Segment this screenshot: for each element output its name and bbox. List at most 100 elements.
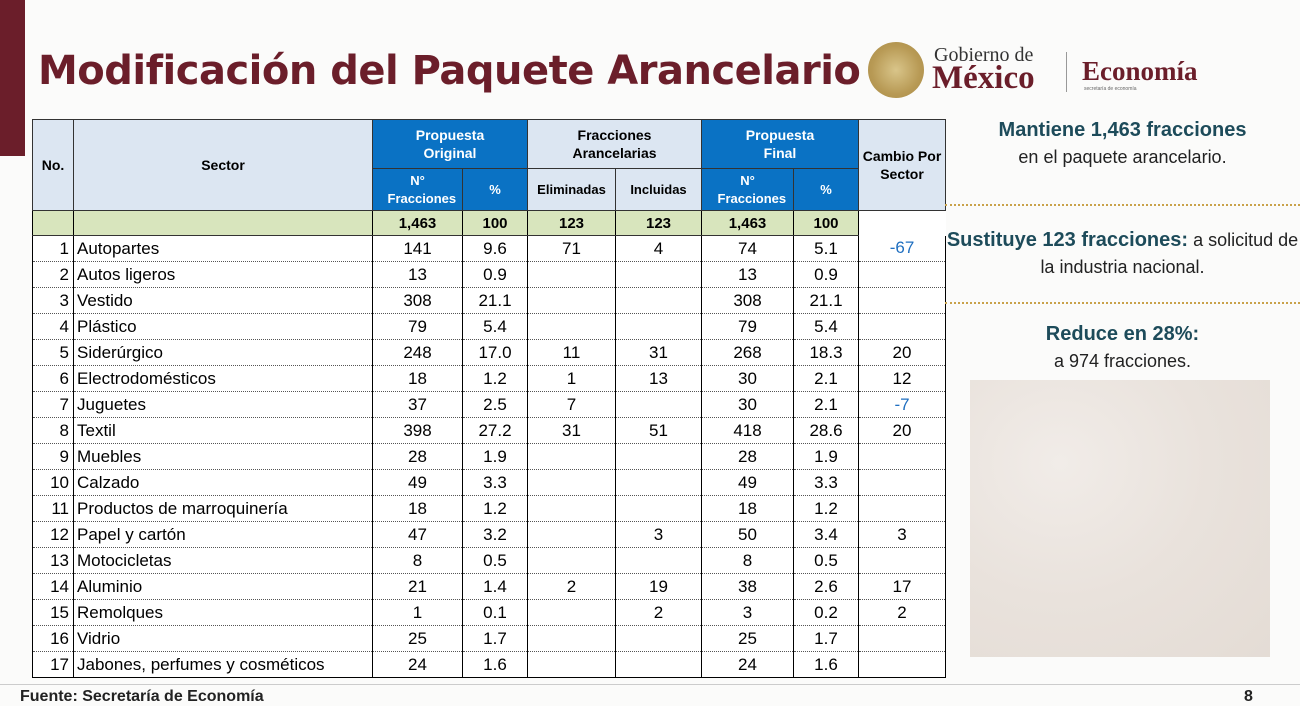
table-cell: 2.6	[793, 573, 859, 600]
table-cell: 3.4	[793, 521, 859, 548]
table-cell: 11	[527, 339, 616, 366]
table-cell: 2.1	[793, 365, 859, 392]
accent-bar	[0, 0, 25, 156]
table-row: 2 Autos ligeros 13 0.9 13 0.9	[32, 261, 946, 288]
table-cell: 268	[701, 339, 794, 366]
table-cell	[527, 443, 616, 470]
table-cell: 12	[858, 365, 946, 392]
table-cell: 19	[615, 573, 702, 600]
table-cell: 2	[858, 599, 946, 626]
table-cell	[527, 521, 616, 548]
table-cell: 1.2	[462, 495, 528, 522]
table-cell: Vestido	[73, 287, 373, 314]
table-cell: 3	[858, 521, 946, 548]
table-cell: 7	[527, 391, 616, 418]
header-cell: %	[462, 168, 528, 211]
table-row: 5 Siderúrgico 248 17.0 11 31 268 18.3 20	[32, 339, 946, 366]
table-cell	[615, 443, 702, 470]
table-cell: 308	[701, 287, 794, 314]
table-cell: 16	[32, 625, 74, 652]
table-cell: 27.2	[462, 417, 528, 444]
table-cell: 17	[858, 573, 946, 600]
logo-text: Economía	[1082, 56, 1198, 86]
table-cell: 37	[372, 391, 463, 418]
table-cell	[527, 547, 616, 574]
header-text: N° Fracciones	[717, 172, 787, 206]
table-cell: 1,463	[701, 210, 794, 236]
logo-text: Gobierno de	[934, 44, 1034, 66]
table-row: 8 Textil 398 27.2 31 51 418 28.6 20	[32, 417, 946, 444]
table-cell: 0.9	[462, 261, 528, 288]
table-cell	[73, 210, 373, 236]
table-cell: 3	[615, 521, 702, 548]
table-cell: Muebles	[73, 443, 373, 470]
header-cell: Propuesta Final	[701, 119, 859, 169]
logo: Gobierno de México Economía secretaría d…	[868, 40, 1268, 100]
table-cell	[527, 495, 616, 522]
header-text: Fracciones Arancelarias	[572, 127, 657, 161]
table-cell: 18	[372, 365, 463, 392]
table-cell: Aluminio	[73, 573, 373, 600]
table-cell: 49	[372, 469, 463, 496]
table-cell: 30	[701, 391, 794, 418]
table-row: 12 Papel y cartón 47 3.2 3 50 3.4 3	[32, 521, 946, 548]
table-cell: -7	[858, 391, 946, 418]
table-cell: 28	[701, 443, 794, 470]
table-cell: Autopartes	[73, 235, 373, 262]
source: Fuente: Secretaría de Economía	[20, 688, 264, 705]
table-cell: 100	[462, 210, 528, 236]
table-cell: 38	[701, 573, 794, 600]
table-cell: 1.6	[793, 651, 859, 678]
table-cell: Jabones, perfumes y cosméticos	[73, 651, 373, 678]
table-row: 9 Muebles 28 1.9 28 1.9	[32, 443, 946, 470]
table-cell	[615, 391, 702, 418]
table-cell	[858, 313, 946, 340]
table-cell	[858, 469, 946, 496]
table-cell: 3	[32, 287, 74, 314]
table-cell: Productos de marroquinería	[73, 495, 373, 522]
table-cell: 18	[372, 495, 463, 522]
table-cell	[858, 625, 946, 652]
table-cell	[615, 547, 702, 574]
table-row: 7 Juguetes 37 2.5 7 30 2.1 -7	[32, 391, 946, 418]
table-cell: 123	[615, 210, 702, 236]
divider	[945, 204, 1300, 206]
table-cell: 0.2	[793, 599, 859, 626]
divider	[945, 302, 1300, 304]
table-cell: 50	[701, 521, 794, 548]
table-cell: 49	[701, 469, 794, 496]
header-text: N° Fracciones	[387, 172, 457, 206]
table-cell: 18	[701, 495, 794, 522]
logo-text: México	[932, 60, 1035, 96]
table-cell	[615, 495, 702, 522]
header-cell: %	[793, 168, 859, 211]
table-cell: 11	[32, 495, 74, 522]
table-row: 11 Productos de marroquinería 18 1.2 18 1.2	[32, 495, 946, 522]
table-cell	[527, 625, 616, 652]
table-cell: Electrodomésticos	[73, 365, 373, 392]
table-cell	[527, 469, 616, 496]
table-cell: Plástico	[73, 313, 373, 340]
table-cell	[527, 599, 616, 626]
table-cell: 418	[701, 417, 794, 444]
table-cell: 1	[527, 365, 616, 392]
table-cell: 2.5	[462, 391, 528, 418]
header-cell: N° Fracciones	[701, 168, 794, 211]
table-cell: 21.1	[462, 287, 528, 314]
decorative-image	[970, 380, 1270, 657]
table-cell: 5.4	[462, 313, 528, 340]
table-cell: 0.5	[793, 547, 859, 574]
table-row: 15 Remolques 1 0.1 2 3 0.2 2	[32, 599, 946, 626]
table-cell: 25	[372, 625, 463, 652]
table-cell: 1.2	[462, 365, 528, 392]
table-row: 13 Motocicletas 8 0.5 8 0.5	[32, 547, 946, 574]
header-text: Propuesta Final	[745, 127, 815, 161]
table-cell: 24	[372, 651, 463, 678]
table-cell: 20	[858, 417, 946, 444]
table-cell: Papel y cartón	[73, 521, 373, 548]
table-cell: 21	[372, 573, 463, 600]
note-text: a solicitud de la industria nacional.	[1040, 230, 1299, 277]
table-cell: 3	[701, 599, 794, 626]
header-text: Propuesta Original	[415, 127, 485, 161]
